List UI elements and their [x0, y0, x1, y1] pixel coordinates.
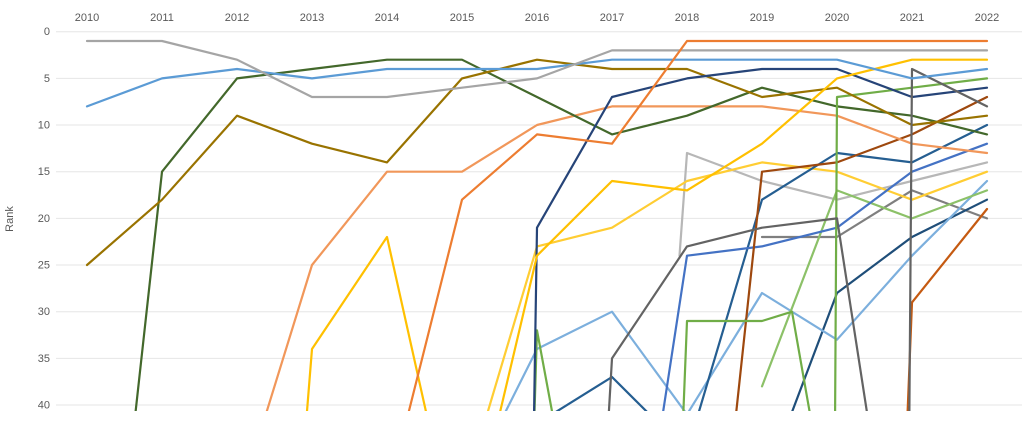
- y-tick-label: 0: [44, 26, 50, 38]
- x-tick-label: 2011: [150, 12, 174, 24]
- y-axis-title: Rank: [4, 206, 16, 232]
- y-tick-label: 5: [44, 73, 50, 85]
- series-line-navy: [532, 67, 989, 411]
- x-tick-label: 2019: [750, 12, 774, 24]
- y-tick-label: 10: [38, 120, 50, 132]
- x-tick-label: 2016: [525, 12, 549, 24]
- series-line-light-orange: [265, 105, 989, 411]
- series-group: [85, 39, 989, 411]
- series-line-olive: [85, 58, 989, 267]
- x-tick-label: 2020: [825, 12, 849, 24]
- series-line-dark-orange: [906, 207, 989, 411]
- series-line-light-blue: [85, 58, 989, 108]
- series-line-light-green: [760, 189, 989, 388]
- x-tick-label: 2015: [450, 12, 474, 24]
- y-tick-label: 30: [38, 306, 50, 318]
- x-tick-label: 2010: [75, 12, 99, 24]
- series-line-orange: [407, 39, 989, 411]
- series-line-dark-gray: [607, 67, 989, 411]
- x-tick-label: 2014: [375, 12, 399, 24]
- y-tick-label: 20: [38, 213, 50, 225]
- y-tick-label: 35: [38, 353, 50, 365]
- x-tick-label: 2021: [900, 12, 924, 24]
- series-line-medium-green: [533, 77, 989, 411]
- gridlines-group: [56, 31, 1022, 406]
- series-line-royal-blue: [662, 142, 989, 411]
- series-line-gray: [85, 39, 989, 99]
- x-tick-label: 2022: [975, 12, 999, 24]
- series-line-yellow: [305, 58, 989, 411]
- x-tick-label: 2013: [300, 12, 324, 24]
- series-line-light-gray: [678, 151, 989, 257]
- x-tick-label: 2012: [225, 12, 249, 24]
- x-axis-labels: 2010 2011 2012 2013 2014 2015 2016 2017 2018 2019…: [75, 12, 999, 24]
- x-tick-label: 2017: [600, 12, 624, 24]
- y-tick-label: 40: [38, 400, 50, 412]
- y-tick-label: 25: [38, 260, 50, 272]
- y-axis-labels: 0 5 10 15 20 25 30 35 40: [38, 26, 50, 411]
- series-line-pale-blue: [504, 179, 989, 411]
- y-tick-label: 15: [38, 166, 50, 178]
- x-tick-label: 2018: [675, 12, 699, 24]
